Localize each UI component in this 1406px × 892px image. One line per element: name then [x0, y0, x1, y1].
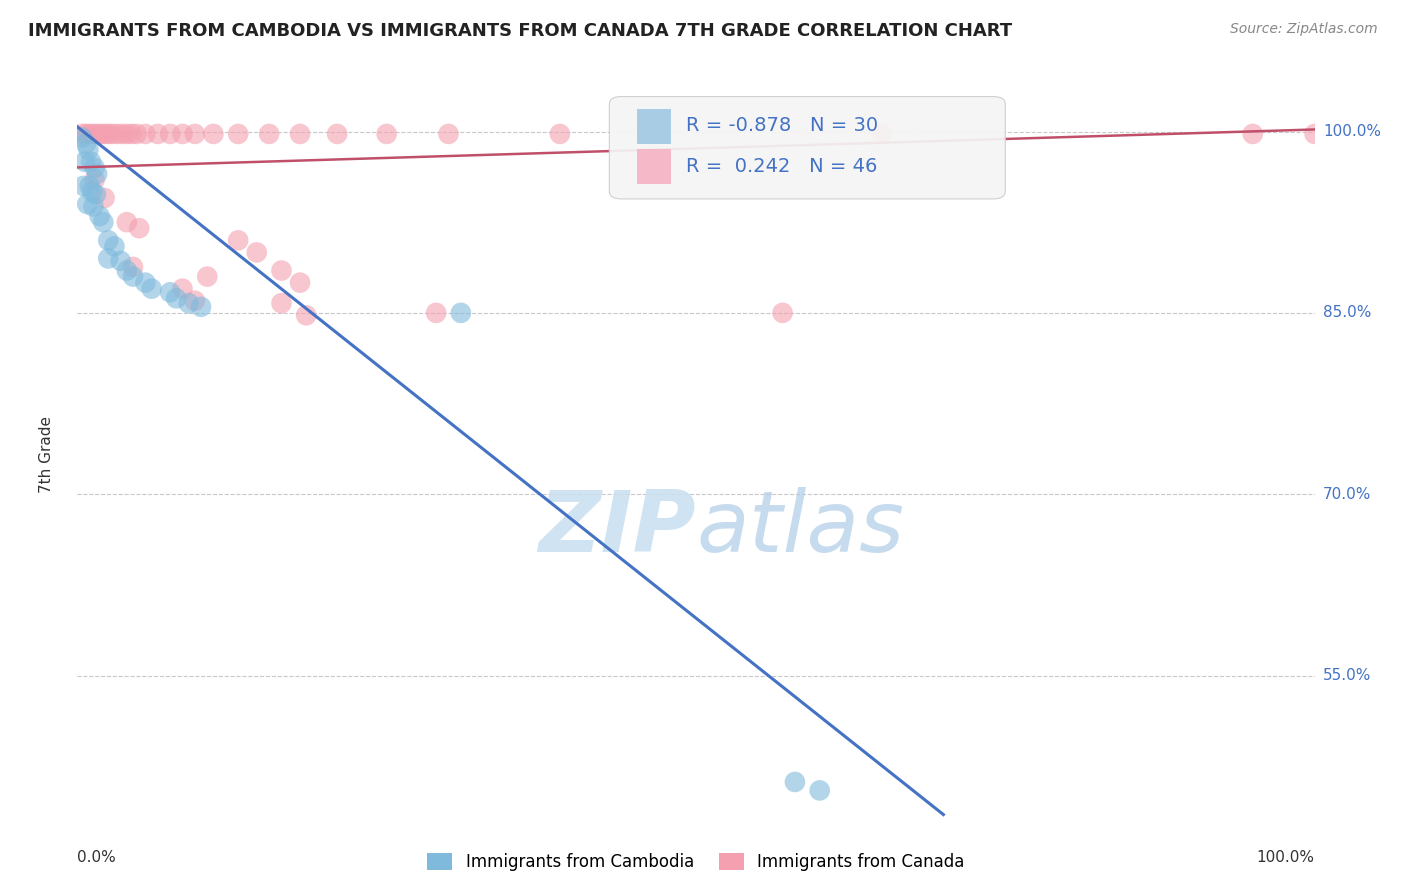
Point	[82, 185, 104, 199]
Text: 100.0%: 100.0%	[1257, 850, 1315, 865]
Point	[190, 300, 212, 314]
Point	[75, 127, 97, 141]
Point	[326, 127, 349, 141]
Point	[97, 252, 120, 266]
Point	[101, 127, 124, 141]
Point	[226, 233, 249, 247]
Point	[226, 127, 249, 141]
Text: 70.0%: 70.0%	[1323, 487, 1371, 501]
Point	[73, 154, 96, 169]
Text: IMMIGRANTS FROM CAMBODIA VS IMMIGRANTS FROM CANADA 7TH GRADE CORRELATION CHART: IMMIGRANTS FROM CAMBODIA VS IMMIGRANTS F…	[28, 22, 1012, 40]
Point	[177, 296, 200, 310]
Point	[122, 269, 145, 284]
Point	[246, 245, 269, 260]
Point	[288, 127, 311, 141]
Point	[84, 187, 107, 202]
Point	[122, 260, 145, 274]
Point	[90, 127, 112, 141]
FancyBboxPatch shape	[637, 109, 671, 145]
Point	[134, 276, 156, 290]
Point	[111, 127, 134, 141]
Point	[79, 127, 101, 141]
Point	[115, 215, 138, 229]
Text: Source: ZipAtlas.com: Source: ZipAtlas.com	[1230, 22, 1378, 37]
Text: ZIP: ZIP	[538, 486, 696, 570]
Text: 100.0%: 100.0%	[1323, 124, 1381, 139]
Point	[91, 215, 114, 229]
Text: R = -0.878   N = 30: R = -0.878 N = 30	[686, 116, 879, 136]
Point	[72, 127, 94, 141]
Point	[110, 253, 132, 268]
Text: 55.0%: 55.0%	[1323, 668, 1371, 683]
Point	[270, 296, 292, 310]
Point	[141, 282, 163, 296]
Point	[93, 191, 115, 205]
Point	[1303, 127, 1326, 141]
Point	[288, 276, 311, 290]
Point	[437, 127, 460, 141]
Point	[184, 293, 207, 308]
Text: 7th Grade: 7th Grade	[39, 417, 53, 493]
Point	[83, 161, 105, 175]
Point	[128, 221, 150, 235]
Point	[76, 197, 98, 211]
Point	[270, 263, 292, 277]
Point	[121, 127, 143, 141]
Point	[548, 127, 571, 141]
Point	[134, 127, 156, 141]
Point	[172, 282, 194, 296]
Point	[105, 127, 128, 141]
Point	[870, 127, 893, 141]
Point	[202, 127, 225, 141]
Point	[83, 173, 105, 187]
Point	[146, 127, 169, 141]
Point	[72, 178, 94, 193]
Point	[97, 233, 120, 247]
Point	[159, 127, 181, 141]
Point	[86, 167, 108, 181]
Point	[450, 306, 472, 320]
Point	[425, 306, 447, 320]
Point	[375, 127, 398, 141]
Point	[115, 263, 138, 277]
Point	[257, 127, 280, 141]
Point	[783, 775, 806, 789]
Point	[75, 136, 97, 151]
Point	[93, 127, 115, 141]
FancyBboxPatch shape	[609, 96, 1005, 199]
Point	[159, 285, 181, 300]
Text: R =  0.242   N = 46: R = 0.242 N = 46	[686, 156, 877, 176]
Point	[86, 127, 108, 141]
Legend: Immigrants from Cambodia, Immigrants from Canada: Immigrants from Cambodia, Immigrants fro…	[420, 847, 972, 878]
Text: 0.0%: 0.0%	[77, 850, 117, 865]
Point	[165, 291, 187, 305]
Point	[77, 143, 100, 157]
Point	[772, 306, 794, 320]
Text: atlas: atlas	[696, 486, 904, 570]
Text: 85.0%: 85.0%	[1323, 305, 1371, 320]
Point	[195, 269, 218, 284]
Point	[172, 127, 194, 141]
Point	[1241, 127, 1264, 141]
Point	[82, 127, 104, 141]
FancyBboxPatch shape	[637, 149, 671, 185]
Point	[72, 130, 94, 145]
Point	[808, 783, 831, 797]
Point	[80, 154, 103, 169]
Point	[125, 127, 148, 141]
Point	[295, 308, 318, 322]
Point	[97, 127, 120, 141]
Point	[82, 199, 104, 213]
Point	[115, 127, 138, 141]
Point	[89, 209, 111, 223]
Point	[184, 127, 207, 141]
Point	[103, 239, 125, 253]
Point	[79, 178, 101, 193]
